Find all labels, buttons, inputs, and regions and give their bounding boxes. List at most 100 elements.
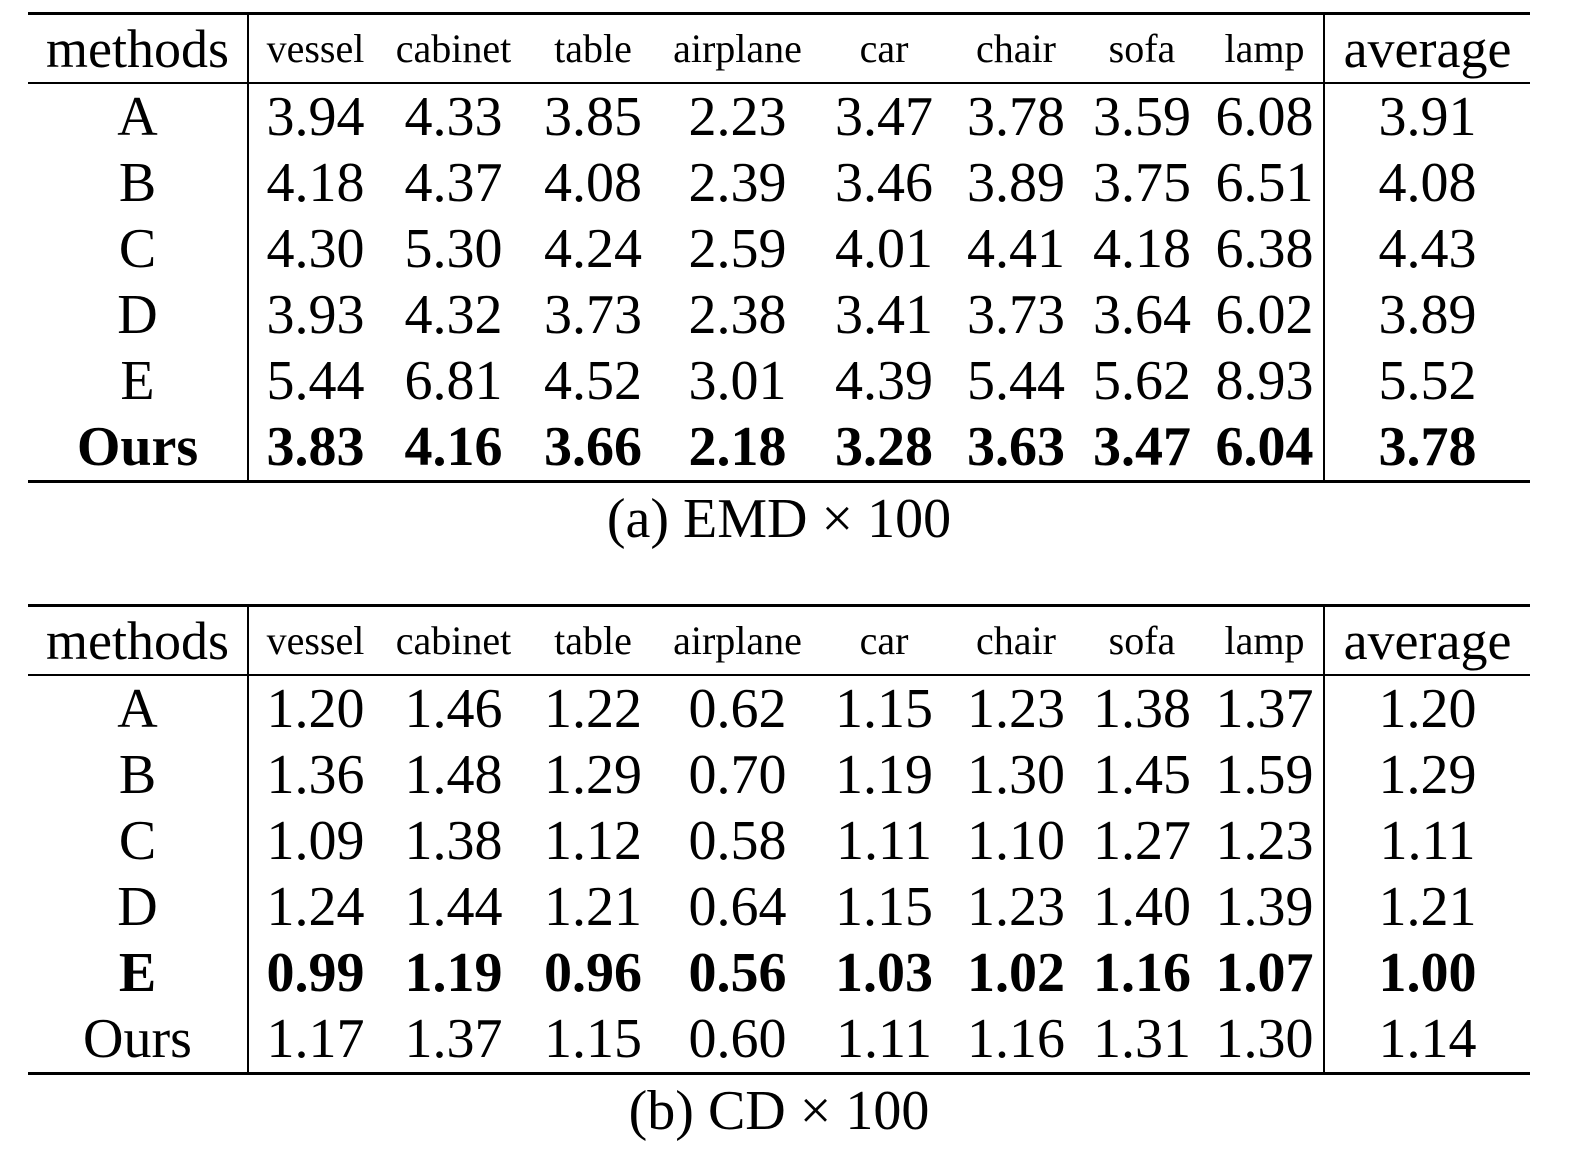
value-cell: 6.08 [1215, 86, 1314, 148]
value-cell: 1.15 [835, 876, 933, 938]
method-cell: C [28, 808, 249, 874]
value-cell: 3.93 [266, 284, 365, 346]
column-header: chair [954, 605, 1078, 676]
value-cell: 1.19 [835, 744, 933, 806]
value-cell: 3.85 [544, 86, 642, 148]
column-header: vessel [248, 13, 382, 84]
emd-table-block: methods vessel cabinet table airplane car chai… [28, 12, 1530, 551]
value-cell: 2.59 [688, 218, 787, 280]
value-cell: 1.38 [1093, 678, 1191, 740]
value-cell: 1.30 [1215, 1008, 1314, 1070]
value-cell: 1.15 [835, 678, 933, 740]
average-cell: 5.52 [1323, 348, 1530, 414]
column-header: airplane [661, 13, 814, 84]
value-cell: 1.16 [1093, 942, 1191, 1004]
table-row: E 0.99 1.19 0.96 0.56 1.03 1.02 1.16 1.07 1.00 [28, 940, 1530, 1006]
average-cell: 3.78 [1323, 414, 1530, 482]
table-row: Ours 3.83 4.16 3.66 2.18 3.28 3.63 3.47 6.04 3.78 [28, 414, 1530, 482]
value-cell: 4.32 [404, 284, 503, 346]
column-header: vessel [248, 605, 382, 676]
column-header: lamp [1206, 13, 1324, 84]
table-row: E 5.44 6.81 4.52 3.01 4.39 5.44 5.62 8.93 5.52 [28, 348, 1530, 414]
value-cell: 5.30 [404, 218, 503, 280]
method-cell: D [28, 282, 249, 348]
average-cell: 1.21 [1323, 874, 1530, 940]
value-cell: 1.30 [967, 744, 1065, 806]
value-cell: 3.64 [1093, 284, 1191, 346]
value-cell: 1.36 [266, 744, 365, 806]
table-row: C 1.09 1.38 1.12 0.58 1.11 1.10 1.27 1.23 1.11 [28, 808, 1530, 874]
value-cell: 1.29 [544, 744, 642, 806]
value-cell: 6.81 [404, 350, 503, 412]
value-cell: 2.39 [688, 152, 787, 214]
value-cell: 4.18 [1093, 218, 1191, 280]
value-cell: 4.33 [404, 86, 503, 148]
table-row: B 1.36 1.48 1.29 0.70 1.19 1.30 1.45 1.59 1.29 [28, 742, 1530, 808]
value-cell: 1.16 [967, 1008, 1065, 1070]
method-cell: D [28, 874, 249, 940]
value-cell: 0.62 [688, 678, 787, 740]
value-cell: 1.15 [544, 1008, 642, 1070]
value-cell: 5.44 [967, 350, 1065, 412]
column-header: cabinet [382, 605, 525, 676]
column-header: car [814, 605, 954, 676]
value-cell: 2.23 [688, 86, 787, 148]
method-cell: E [28, 940, 249, 1006]
column-header: table [525, 13, 661, 84]
value-cell: 1.11 [836, 1008, 932, 1070]
value-cell: 1.27 [1093, 810, 1191, 872]
value-cell: 3.63 [967, 416, 1065, 478]
value-cell: 0.58 [688, 810, 787, 872]
value-cell: 0.99 [266, 942, 365, 1004]
method-cell: Ours [28, 414, 249, 482]
cd-table-caption: (b) CD × 100 [628, 1080, 930, 1142]
value-cell: 4.30 [266, 218, 365, 280]
average-cell: 4.43 [1323, 216, 1530, 282]
value-cell: 3.89 [967, 152, 1065, 214]
value-cell: 6.38 [1215, 218, 1314, 280]
value-cell: 3.66 [544, 416, 642, 478]
emd-results-table: methods vessel cabinet table airplane car chai… [28, 12, 1530, 483]
value-cell: 1.48 [404, 744, 503, 806]
column-header: average [1323, 13, 1530, 84]
value-cell: 3.94 [266, 86, 365, 148]
value-cell: 1.12 [544, 810, 642, 872]
value-cell: 1.45 [1093, 744, 1191, 806]
value-cell: 1.20 [266, 678, 365, 740]
header-row: methods vessel cabinet table airplane car chai… [28, 605, 1530, 676]
value-cell: 2.18 [688, 416, 787, 478]
value-cell: 3.83 [266, 416, 365, 478]
column-header: airplane [661, 605, 814, 676]
value-cell: 3.78 [967, 86, 1065, 148]
value-cell: 1.10 [967, 810, 1065, 872]
value-cell: 1.24 [266, 876, 365, 938]
value-cell: 5.62 [1093, 350, 1191, 412]
value-cell: 1.37 [404, 1008, 503, 1070]
value-cell: 4.01 [835, 218, 933, 280]
method-cell: A [28, 83, 249, 150]
cd-results-table: methods vessel cabinet table airplane car chai… [28, 604, 1530, 1075]
table-row: A 1.20 1.46 1.22 0.62 1.15 1.23 1.38 1.37 1.20 [28, 675, 1530, 742]
value-cell: 1.23 [967, 876, 1065, 938]
method-cell: B [28, 742, 249, 808]
column-header: sofa [1078, 13, 1206, 84]
column-header: methods [28, 13, 249, 84]
value-cell: 4.24 [544, 218, 642, 280]
value-cell: 3.47 [1093, 416, 1191, 478]
value-cell: 4.37 [404, 152, 503, 214]
header-row: methods vessel cabinet table airplane car chai… [28, 13, 1530, 84]
value-cell: 1.11 [836, 810, 932, 872]
value-cell: 1.23 [967, 678, 1065, 740]
value-cell: 6.04 [1215, 416, 1314, 478]
value-cell: 3.28 [835, 416, 933, 478]
value-cell: 3.75 [1093, 152, 1191, 214]
average-cell: 3.91 [1323, 83, 1530, 150]
column-header: cabinet [382, 13, 525, 84]
column-header: sofa [1078, 605, 1206, 676]
method-cell: C [28, 216, 249, 282]
method-cell: A [28, 675, 249, 742]
value-cell: 1.39 [1215, 876, 1314, 938]
column-header: average [1323, 605, 1530, 676]
table-row: B 4.18 4.37 4.08 2.39 3.46 3.89 3.75 6.51 4.08 [28, 150, 1530, 216]
value-cell: 6.51 [1215, 152, 1314, 214]
